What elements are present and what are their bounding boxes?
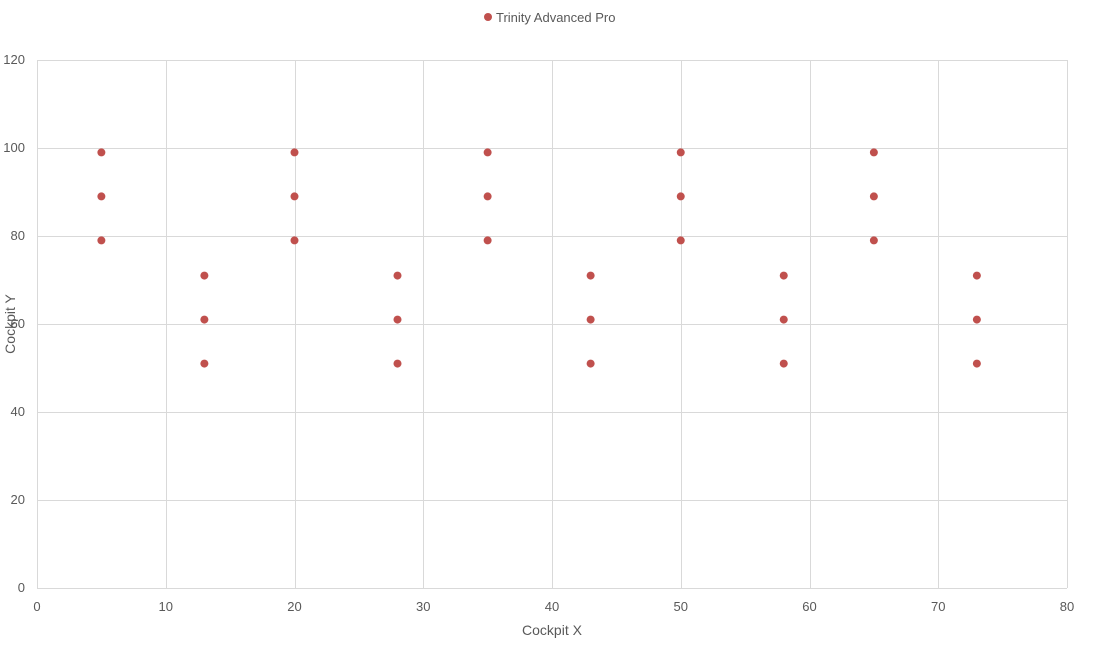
legend-label-trinity-advanced-pro: Trinity Advanced Pro (496, 10, 615, 25)
horizontal-gridlines (37, 60, 1067, 589)
x-tick-label: 60 (802, 599, 816, 614)
data-point (393, 315, 402, 324)
data-point (97, 148, 106, 157)
y-tick-label: 20 (11, 492, 25, 507)
y-axis-tick-labels: 0 20 40 60 80 100 120 (3, 52, 25, 595)
x-tick-label: 80 (1060, 599, 1074, 614)
data-point (676, 192, 685, 201)
data-point (676, 148, 685, 157)
y-tick-label: 80 (11, 228, 25, 243)
x-tick-label: 20 (287, 599, 301, 614)
x-tick-label: 70 (931, 599, 945, 614)
data-point (779, 315, 788, 324)
data-point (972, 271, 981, 280)
data-point (869, 192, 878, 201)
data-point (779, 271, 788, 280)
data-point (97, 236, 106, 245)
data-point (290, 236, 299, 245)
y-tick-label: 0 (18, 580, 25, 595)
legend-marker (484, 13, 492, 21)
data-point (483, 148, 492, 157)
data-point (200, 359, 209, 368)
y-axis-title: Cockpit Y (2, 294, 18, 354)
data-point (200, 271, 209, 280)
x-tick-label: 30 (416, 599, 430, 614)
x-tick-label: 40 (545, 599, 559, 614)
x-tick-label: 50 (674, 599, 688, 614)
data-point (869, 236, 878, 245)
data-point (676, 236, 685, 245)
data-point (586, 359, 595, 368)
data-point (483, 192, 492, 201)
y-tick-label: 120 (3, 52, 25, 67)
data-point (869, 148, 878, 157)
data-point (393, 271, 402, 280)
x-axis-tick-labels: 0 10 20 30 40 50 60 70 80 (33, 599, 1074, 614)
y-tick-label: 100 (3, 140, 25, 155)
data-point (586, 315, 595, 324)
data-points (97, 148, 981, 368)
data-point (972, 315, 981, 324)
data-point (97, 192, 106, 201)
x-tick-label: 10 (159, 599, 173, 614)
data-point (200, 315, 209, 324)
x-tick-label: 0 (33, 599, 40, 614)
data-point (972, 359, 981, 368)
y-tick-label: 60 (11, 316, 25, 331)
legend: Trinity Advanced Pro (484, 10, 615, 25)
data-point (290, 192, 299, 201)
data-point (779, 359, 788, 368)
data-point (290, 148, 299, 157)
y-tick-label: 40 (11, 404, 25, 419)
x-axis-title: Cockpit X (522, 622, 583, 638)
data-point (393, 359, 402, 368)
data-point (586, 271, 595, 280)
data-point (483, 236, 492, 245)
